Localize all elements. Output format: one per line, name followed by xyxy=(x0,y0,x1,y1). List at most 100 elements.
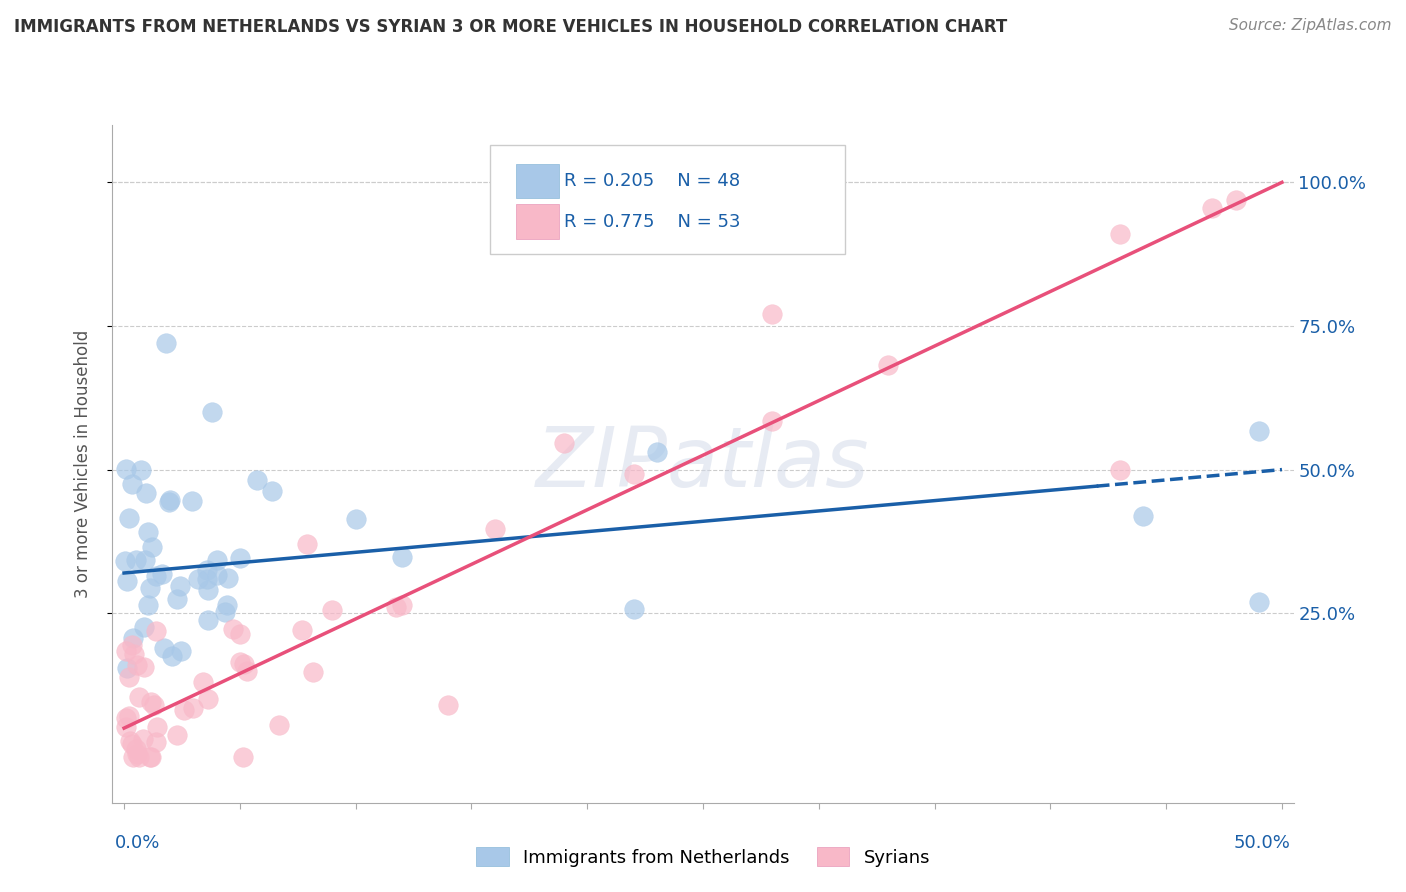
Point xyxy=(145,569,167,583)
Point xyxy=(195,573,218,587)
Point xyxy=(1201,202,1223,216)
Point xyxy=(260,483,283,498)
Text: Source: ZipAtlas.com: Source: ZipAtlas.com xyxy=(1229,18,1392,33)
Point xyxy=(195,563,218,577)
Point xyxy=(1247,595,1270,609)
Point xyxy=(267,718,290,732)
Point xyxy=(128,690,150,704)
Text: ZIPatlas: ZIPatlas xyxy=(536,424,870,504)
Point xyxy=(114,554,136,568)
Point xyxy=(197,582,219,597)
Point xyxy=(118,670,141,684)
Point xyxy=(645,445,668,459)
FancyBboxPatch shape xyxy=(516,163,560,198)
Point xyxy=(187,573,209,587)
Point xyxy=(385,600,408,615)
Point xyxy=(1108,227,1130,242)
Y-axis label: 3 or more Vehicles in Household: 3 or more Vehicles in Household xyxy=(73,330,91,598)
Point xyxy=(761,308,783,322)
Point xyxy=(121,638,143,652)
Point xyxy=(201,405,224,419)
Point xyxy=(129,462,152,476)
Point xyxy=(295,537,318,551)
Point xyxy=(128,749,150,764)
Point xyxy=(553,436,575,450)
Point xyxy=(246,473,269,487)
Point xyxy=(214,605,236,619)
Point xyxy=(125,658,148,673)
Point xyxy=(127,747,149,761)
Point xyxy=(1108,462,1130,476)
Text: IMMIGRANTS FROM NETHERLANDS VS SYRIAN 3 OR MORE VEHICLES IN HOUSEHOLD CORRELATIO: IMMIGRANTS FROM NETHERLANDS VS SYRIAN 3 … xyxy=(14,18,1007,36)
Point xyxy=(217,571,239,585)
Point xyxy=(181,493,204,508)
Point xyxy=(114,644,136,658)
Point xyxy=(122,749,145,764)
Point xyxy=(221,623,243,637)
Point xyxy=(321,602,343,616)
Point xyxy=(232,749,254,764)
Point xyxy=(236,665,259,679)
Text: R = 0.205    N = 48: R = 0.205 N = 48 xyxy=(564,172,740,190)
Point xyxy=(391,549,413,564)
Point xyxy=(115,462,138,476)
Point xyxy=(139,749,162,764)
Point xyxy=(141,541,163,555)
Point xyxy=(344,511,367,525)
Point xyxy=(135,486,157,500)
Point xyxy=(391,598,413,612)
Point xyxy=(169,644,191,658)
Point xyxy=(134,553,156,567)
Point xyxy=(125,742,148,756)
Point xyxy=(142,698,165,713)
Point xyxy=(229,550,252,565)
Text: 50.0%: 50.0% xyxy=(1234,834,1291,852)
Point xyxy=(197,614,219,628)
Point xyxy=(162,649,184,664)
Point xyxy=(228,627,250,641)
Point xyxy=(121,737,143,751)
Point xyxy=(152,567,174,582)
Point xyxy=(205,553,228,567)
Point xyxy=(146,720,169,734)
Point xyxy=(159,492,181,507)
Point xyxy=(205,567,228,582)
Legend: Immigrants from Netherlands, Syrians: Immigrants from Netherlands, Syrians xyxy=(468,840,938,874)
Point xyxy=(125,552,148,566)
Point xyxy=(761,413,783,427)
Point xyxy=(437,698,460,713)
Point xyxy=(132,619,155,633)
Point xyxy=(136,525,159,540)
FancyBboxPatch shape xyxy=(491,145,845,253)
FancyBboxPatch shape xyxy=(516,204,560,239)
Point xyxy=(1132,508,1154,523)
Text: 0.0%: 0.0% xyxy=(115,834,160,852)
Point xyxy=(484,523,506,537)
Point xyxy=(290,623,312,637)
Point xyxy=(136,599,159,613)
Point xyxy=(132,660,155,674)
Point xyxy=(232,657,254,671)
Point xyxy=(215,598,238,612)
Point xyxy=(877,358,900,372)
Point xyxy=(152,640,174,655)
Point xyxy=(169,578,191,592)
Point xyxy=(145,624,167,638)
Point xyxy=(623,467,645,482)
Point xyxy=(139,581,162,595)
Point xyxy=(157,495,180,509)
Point xyxy=(139,749,162,764)
Point xyxy=(115,720,138,734)
Point xyxy=(122,647,145,661)
Point xyxy=(155,336,177,351)
Point xyxy=(191,674,214,689)
Point xyxy=(623,602,645,616)
Point xyxy=(181,701,204,715)
Point xyxy=(115,660,138,674)
Point xyxy=(197,691,219,706)
Point xyxy=(166,591,188,606)
Point xyxy=(115,711,138,725)
Point xyxy=(118,708,141,723)
Point xyxy=(145,735,167,749)
Point xyxy=(229,655,252,669)
